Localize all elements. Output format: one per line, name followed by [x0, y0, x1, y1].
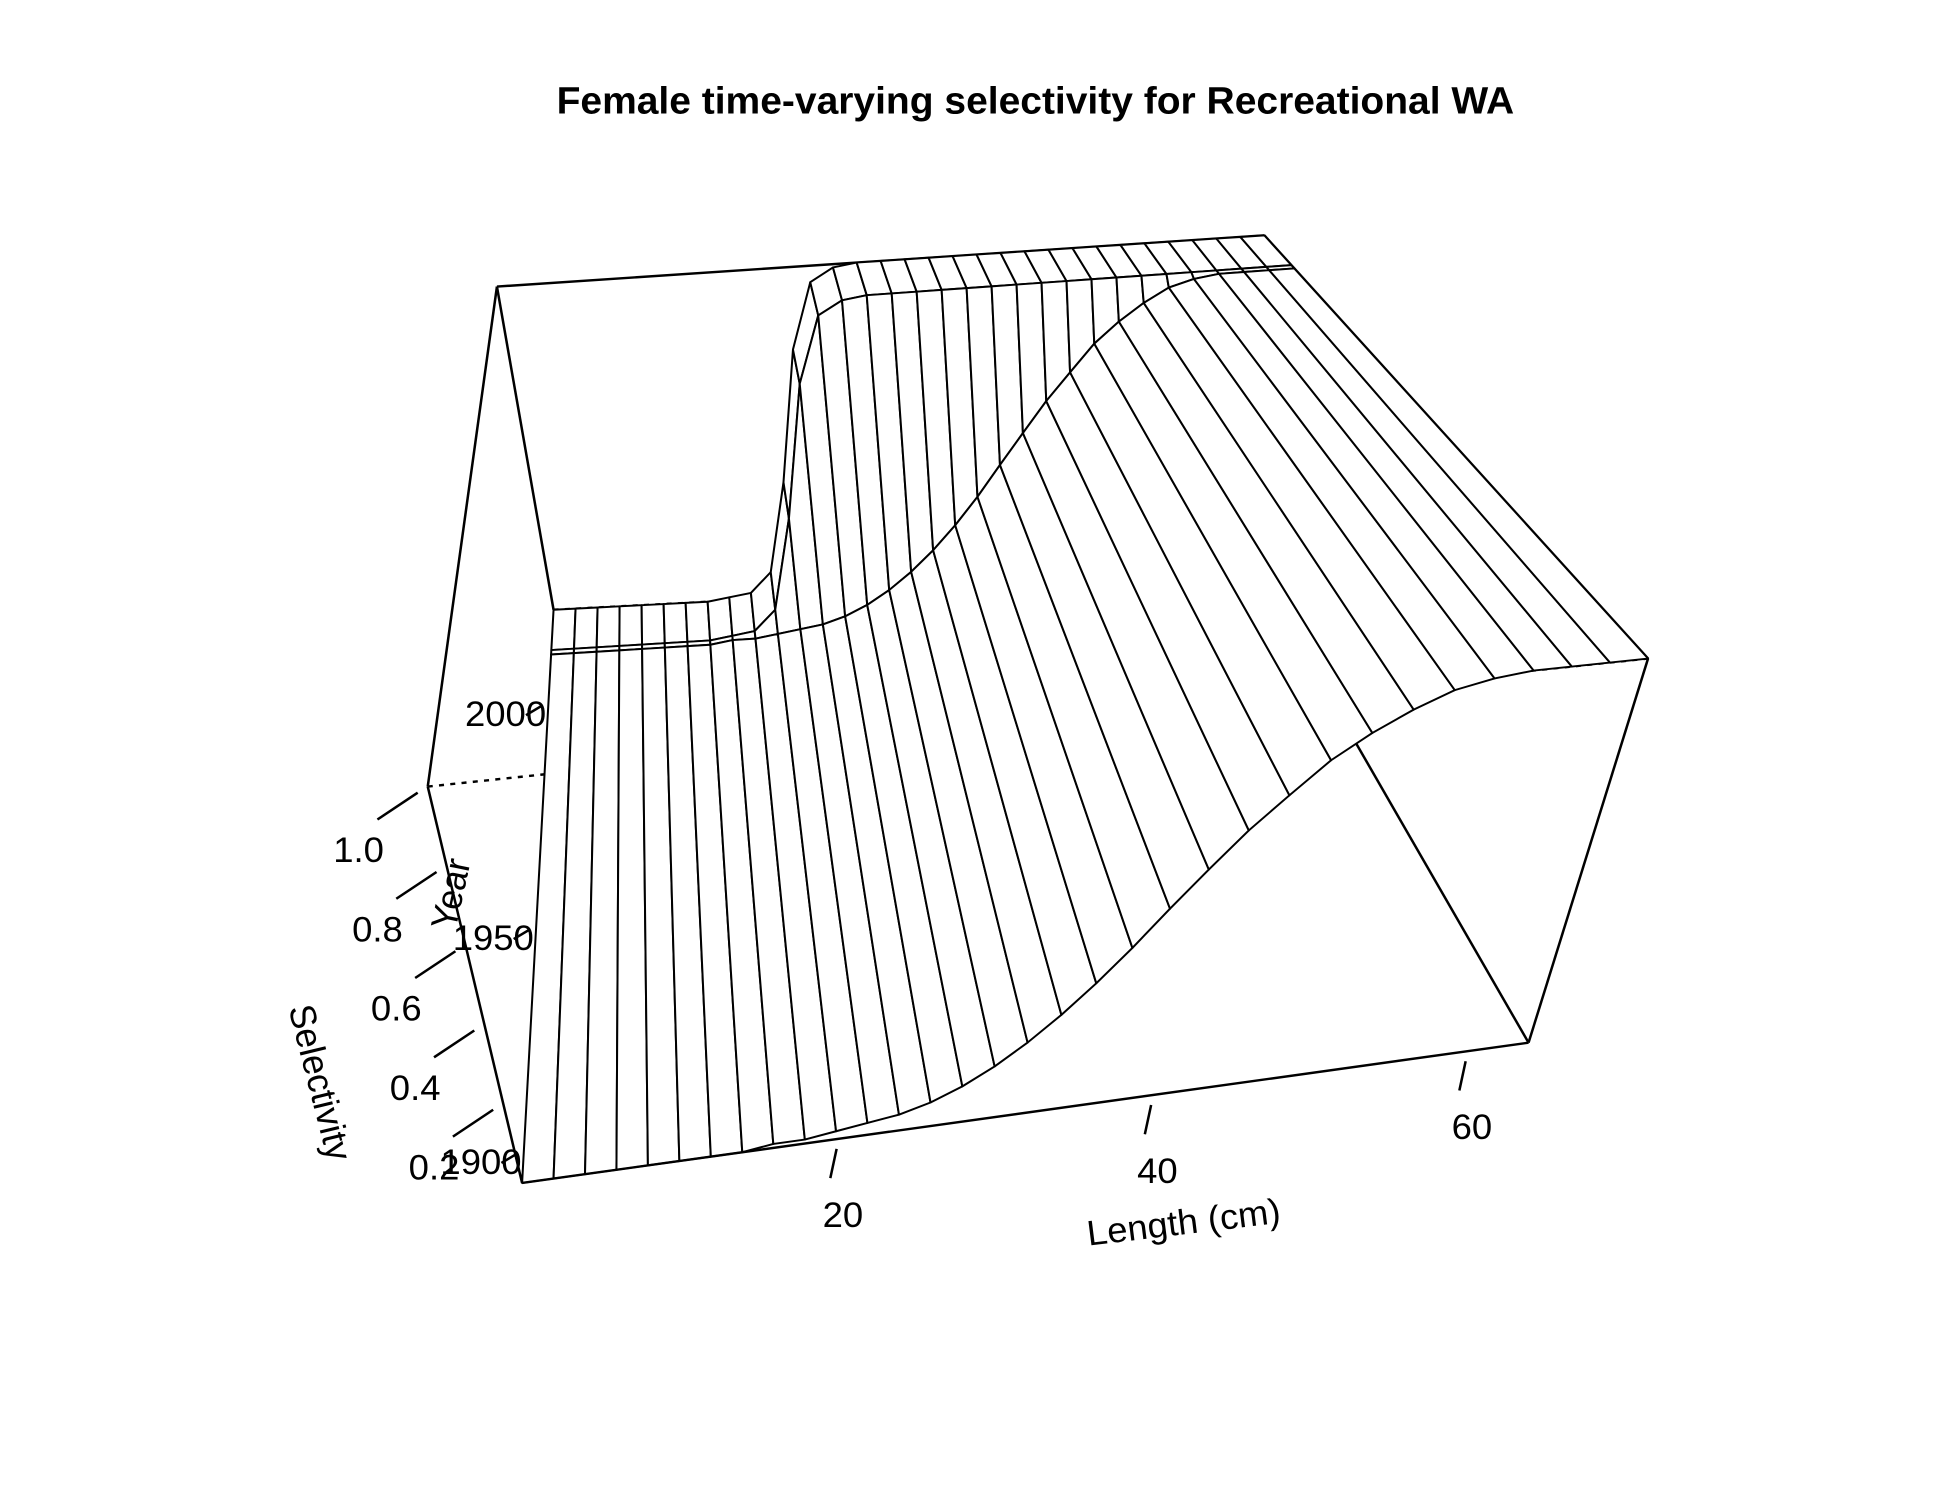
x-axis-title: Length (cm): [1084, 1190, 1282, 1253]
z-tick: [395, 870, 438, 900]
box-edge: [1527, 658, 1650, 1044]
surface-facet: [706, 596, 734, 642]
z-tick-label: 0.6: [371, 988, 422, 1028]
surface-facet: [662, 601, 689, 645]
z-tick: [376, 791, 419, 821]
y-tick-label: 1900: [440, 1141, 521, 1181]
z-axis-title: Selectivity: [280, 1000, 360, 1164]
surface-facet: [595, 605, 621, 649]
surface-facet: [550, 607, 577, 652]
z-tick-label: 0.4: [390, 1068, 441, 1108]
x-tick-label: 20: [823, 1194, 864, 1234]
x-tick: [829, 1148, 838, 1179]
surface-facet: [573, 606, 599, 650]
y-tick: [500, 1152, 519, 1164]
z-tick-label: 0.8: [352, 909, 403, 949]
y-tick-label: 2000: [465, 694, 546, 734]
y-tick: [525, 704, 544, 717]
x-tick: [1143, 1104, 1153, 1135]
x-tick: [1458, 1060, 1467, 1091]
z-tick: [433, 1029, 476, 1059]
x-tick-label: 60: [1452, 1107, 1493, 1147]
z-tick-label: 0.2: [409, 1147, 460, 1187]
box-edge: [521, 1041, 1529, 1185]
x-tick-label: 40: [1137, 1151, 1178, 1191]
z-tick: [414, 950, 457, 980]
y-tick-label: 1950: [453, 918, 534, 958]
surface-facet: [618, 604, 644, 647]
surface-facet: [684, 600, 712, 643]
box-edge: [495, 286, 555, 610]
surface-facet: [1268, 267, 1650, 664]
chart-title: Female time-varying selectivity for Recr…: [557, 80, 1515, 122]
box-edge: [426, 286, 499, 787]
z-tick: [452, 1108, 494, 1138]
y-tick: [513, 928, 531, 941]
surface-facet: [640, 603, 666, 646]
box-edge: [426, 786, 524, 1184]
z-tick-label: 1.0: [333, 830, 384, 870]
